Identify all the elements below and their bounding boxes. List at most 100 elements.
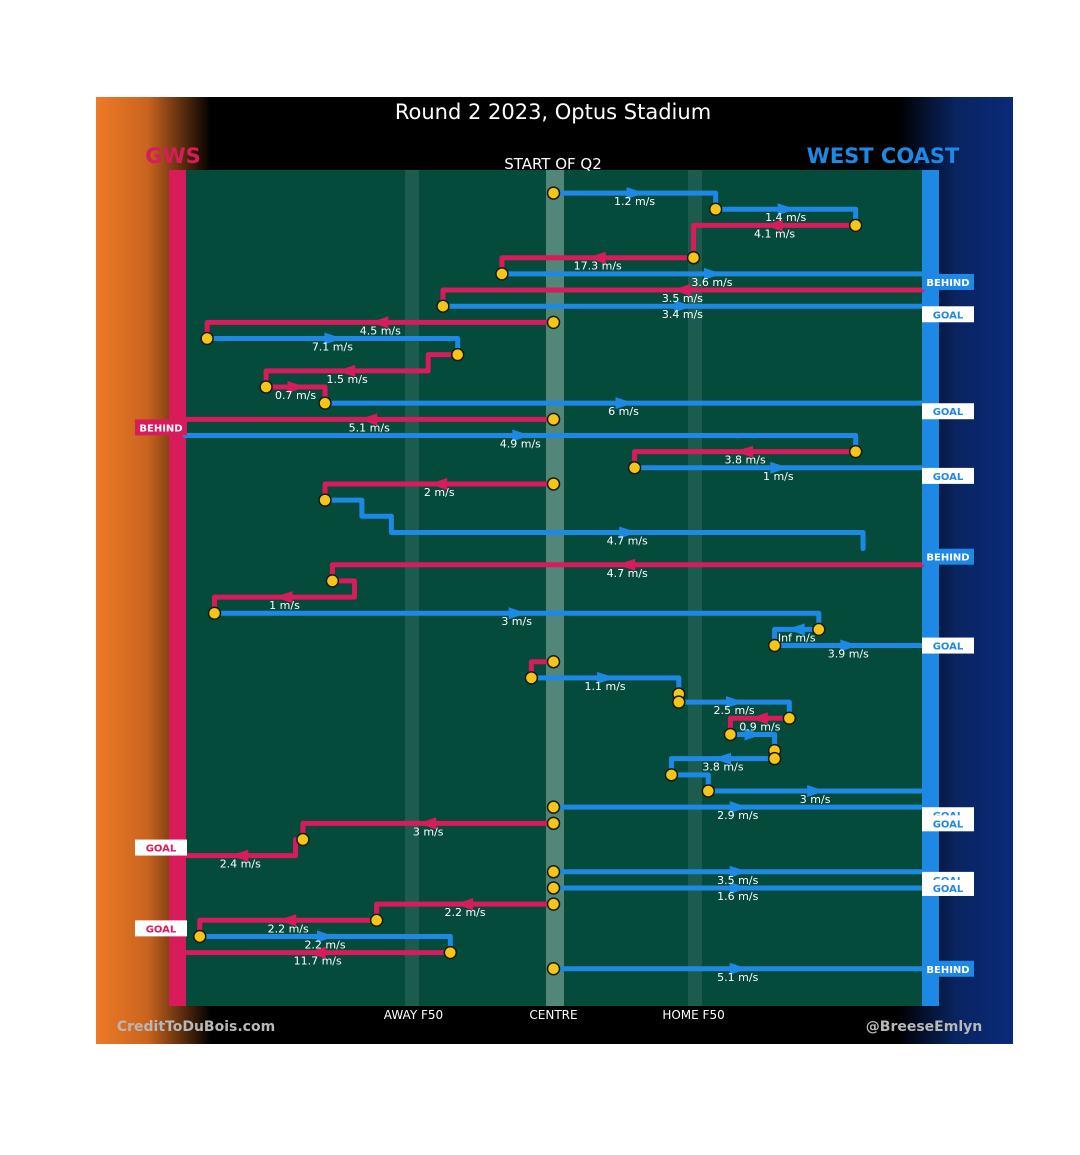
chain-arrow xyxy=(672,284,691,297)
ball-marker xyxy=(767,751,782,766)
west-coast-goal-line xyxy=(922,170,939,1006)
outcome-badge xyxy=(922,960,974,977)
speed-label: 1.2 m/s xyxy=(614,195,655,208)
ball-marker xyxy=(812,622,826,637)
speed-label: 1.4 m/s xyxy=(765,211,806,224)
speed-label: 3.4 m/s xyxy=(662,308,703,321)
chain-arrow xyxy=(807,785,826,797)
speed-label: 2.2 m/s xyxy=(268,922,309,935)
outcome-label: GOAL xyxy=(933,407,964,418)
chain-arrow xyxy=(287,381,306,393)
chain-arrow xyxy=(626,187,645,200)
x-tick-label: HOME F50 xyxy=(662,1008,724,1022)
speed-label: 1.1 m/s xyxy=(585,680,626,693)
chain-arrow xyxy=(587,251,606,264)
ball-marker xyxy=(200,331,214,346)
chain-arrow xyxy=(713,752,732,765)
speed-label: 2 m/s xyxy=(424,486,455,499)
speed-label: 3 m/s xyxy=(501,615,532,628)
chain-arrow xyxy=(744,728,763,741)
home-f50-band xyxy=(688,170,702,1006)
chain-path xyxy=(211,578,358,616)
ball-marker xyxy=(672,695,686,709)
ball-marker xyxy=(450,347,465,362)
ball-marker xyxy=(546,477,561,491)
speed-labels-layer: 1.2 m/s 1.4 m/s 4.1 m/s 17.3 m/s 3.6 m/s 3.5 … xyxy=(220,195,869,984)
chain-arrow xyxy=(735,445,754,458)
gws-goal-line xyxy=(169,170,186,1006)
chain-arrow xyxy=(619,526,638,539)
ball-marker xyxy=(546,881,561,895)
outcome-badge xyxy=(922,548,974,565)
chain-arrow xyxy=(307,946,326,959)
speed-label: 6 m/s xyxy=(608,405,639,418)
credit-right: @BreeseEmlyn xyxy=(866,1019,982,1035)
ball-marker xyxy=(259,380,273,394)
ball-marker xyxy=(546,654,561,669)
outcome-badge xyxy=(922,306,974,323)
chain-arrow xyxy=(429,477,448,490)
outcome-label: GOAL xyxy=(146,924,177,935)
ball-marker xyxy=(782,711,797,726)
speed-label: 5.1 m/s xyxy=(349,421,390,434)
outcome-label: BEHIND xyxy=(926,965,969,976)
chain-arrow xyxy=(230,849,249,862)
outcome-label: GOAL xyxy=(933,819,964,830)
ball-marker xyxy=(192,929,207,944)
outcome-label: GOAL xyxy=(146,844,177,855)
x-tick-label: AWAY F50 xyxy=(384,1008,443,1022)
team-right-label: WEST COAST xyxy=(807,144,960,168)
chain-arrow xyxy=(729,865,748,878)
outcomes-layer: BEHIND GOAL GOAL BEHIND GOAL BEHIND GOAL GOAL GO… xyxy=(135,273,974,977)
chain-arrow xyxy=(726,696,745,709)
x-axis-ticks: AWAY F50 CENTRE HOME F50 xyxy=(384,1008,725,1022)
outcome-badge xyxy=(922,467,974,484)
outcome-badge xyxy=(135,839,187,856)
speed-label: 1 m/s xyxy=(763,470,794,483)
speed-label: 3.6 m/s xyxy=(691,276,732,289)
outcome-label: GOAL xyxy=(933,884,964,895)
chain-arrow xyxy=(359,413,378,426)
speed-label: 4.7 m/s xyxy=(607,567,648,580)
ball-marker xyxy=(318,493,332,507)
speed-label: 1.6 m/s xyxy=(717,890,758,903)
speed-label: 3.5 m/s xyxy=(717,874,758,887)
speed-label: 0.9 m/s xyxy=(739,720,780,733)
speed-label: 17.3 m/s xyxy=(574,260,622,273)
outcome-badge xyxy=(135,419,187,436)
speed-label: 2.9 m/s xyxy=(717,809,758,822)
chart-title: Round 2 2023, Optus Stadium xyxy=(395,100,711,124)
chain-arrow xyxy=(764,219,783,232)
speed-label: 4.1 m/s xyxy=(754,227,795,240)
chain-path xyxy=(263,352,461,390)
ball-marker xyxy=(207,606,222,620)
chain-arrow xyxy=(729,801,748,814)
away-f50-band xyxy=(405,170,419,1006)
speed-label: 3 m/s xyxy=(800,793,831,806)
speed-label: 2.2 m/s xyxy=(304,938,345,951)
outcome-badge xyxy=(922,815,974,832)
chain-arrow xyxy=(786,623,805,636)
chain-arrow xyxy=(749,712,768,725)
chart-panel: Round 2 2023, Optus Stadium GWS WEST COA… xyxy=(96,97,1013,1044)
chain-arrow xyxy=(508,607,527,620)
ball-marker xyxy=(701,784,716,798)
ball-marker xyxy=(546,186,561,200)
speed-label: 2.4 m/s xyxy=(220,858,261,871)
chain-arrow xyxy=(274,591,293,604)
chain-arrow xyxy=(770,461,789,474)
speed-label: 2.5 m/s xyxy=(713,704,754,717)
speed-label: Inf m/s xyxy=(778,631,816,644)
speed-label: 7.1 m/s xyxy=(312,341,353,354)
chain-chart: Round 2 2023, Optus Stadium GWS WEST COA… xyxy=(96,97,1013,1044)
chain-arrow xyxy=(597,671,616,684)
chain-arrow xyxy=(455,898,474,911)
ball-marker xyxy=(546,865,561,879)
speed-label: 5.1 m/s xyxy=(717,971,758,984)
ball-marker xyxy=(546,816,561,831)
ball-marker xyxy=(436,299,450,313)
ball-marker xyxy=(369,913,384,928)
chain-arrow xyxy=(615,397,634,410)
speed-label: 1.5 m/s xyxy=(327,373,368,386)
ball-marker xyxy=(848,444,863,459)
